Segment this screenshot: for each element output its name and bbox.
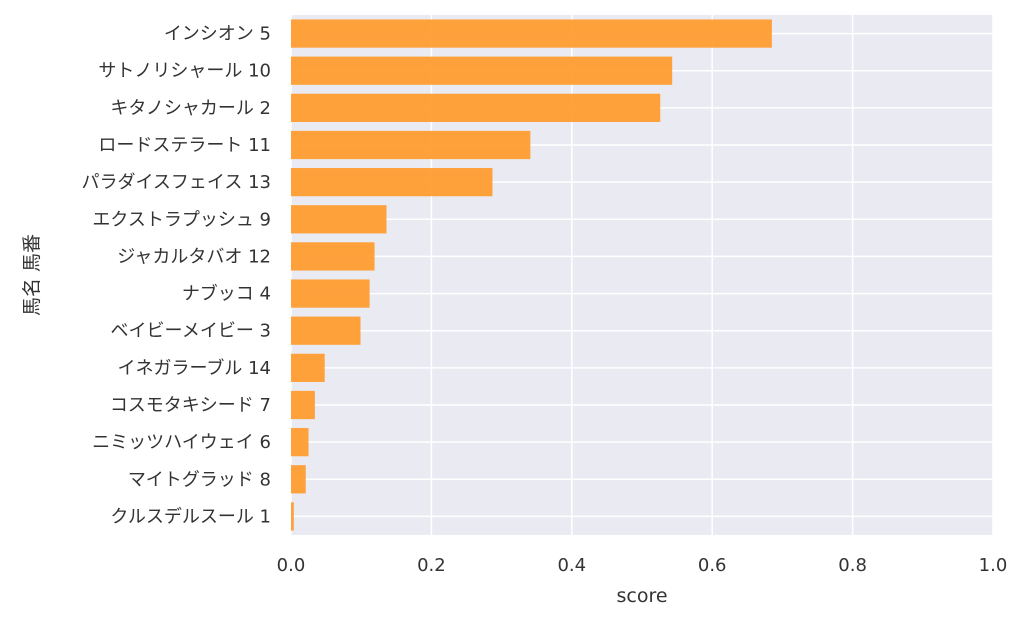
- x-tick-label: 0.2: [417, 555, 446, 576]
- bar: [291, 93, 661, 122]
- y-tick-label: イネガラーブル 14: [117, 357, 271, 379]
- y-tick-label: クルスデルスール 1: [110, 506, 271, 527]
- x-tick-label: 0.8: [838, 555, 867, 576]
- bar: [291, 19, 772, 48]
- bar: [291, 56, 673, 85]
- bar: [291, 390, 315, 420]
- y-tick-label: マイトグラッド 8: [128, 469, 271, 490]
- y-tick-label: エクストラプッシュ 9: [92, 209, 271, 230]
- y-tick-label: ジャカルタバオ 12: [117, 246, 271, 267]
- y-tick-label: パラダイスフェイス 13: [81, 172, 271, 193]
- y-tick-label: ロードステラート 11: [98, 135, 271, 156]
- x-tick-label: 0.6: [698, 555, 727, 576]
- bar: [291, 168, 493, 197]
- y-tick-label: コスモタキシード 7: [110, 395, 271, 416]
- y-tick-label: ベイビーメイビー 3: [111, 321, 271, 342]
- x-axis-label: score: [616, 585, 667, 607]
- x-tick-label: 1.0: [979, 555, 1008, 576]
- y-tick-label: キタノシャカール 2: [110, 98, 271, 119]
- bar: [291, 205, 387, 234]
- bar: [291, 428, 309, 457]
- bar: [291, 130, 531, 160]
- bar: [291, 279, 370, 308]
- y-axis-label: 馬名 馬番: [21, 234, 43, 316]
- bar: [291, 465, 306, 494]
- y-tick-labels: インシオン 5 サトノリシャール 10 キタノシャカール 2 ロードステラート 11 パ…: [81, 24, 271, 528]
- x-tick-label: 0.0: [277, 555, 306, 576]
- y-tick-label: ナブッコ 4: [182, 283, 271, 305]
- x-tick-labels: 0.0 0.2 0.4 0.6 0.8 1.0: [277, 555, 1008, 576]
- x-tick-label: 0.4: [557, 555, 586, 576]
- bars: [291, 19, 772, 531]
- plot-background: [291, 15, 993, 535]
- y-tick-label: サトノリシャール 10: [98, 61, 271, 82]
- bar: [291, 242, 375, 271]
- bar: [291, 316, 361, 345]
- bar: [291, 502, 294, 531]
- bar: [291, 353, 325, 382]
- y-tick-label: インシオン 5: [164, 24, 271, 45]
- y-tick-label: ニミッツハイウェイ 6: [92, 432, 271, 453]
